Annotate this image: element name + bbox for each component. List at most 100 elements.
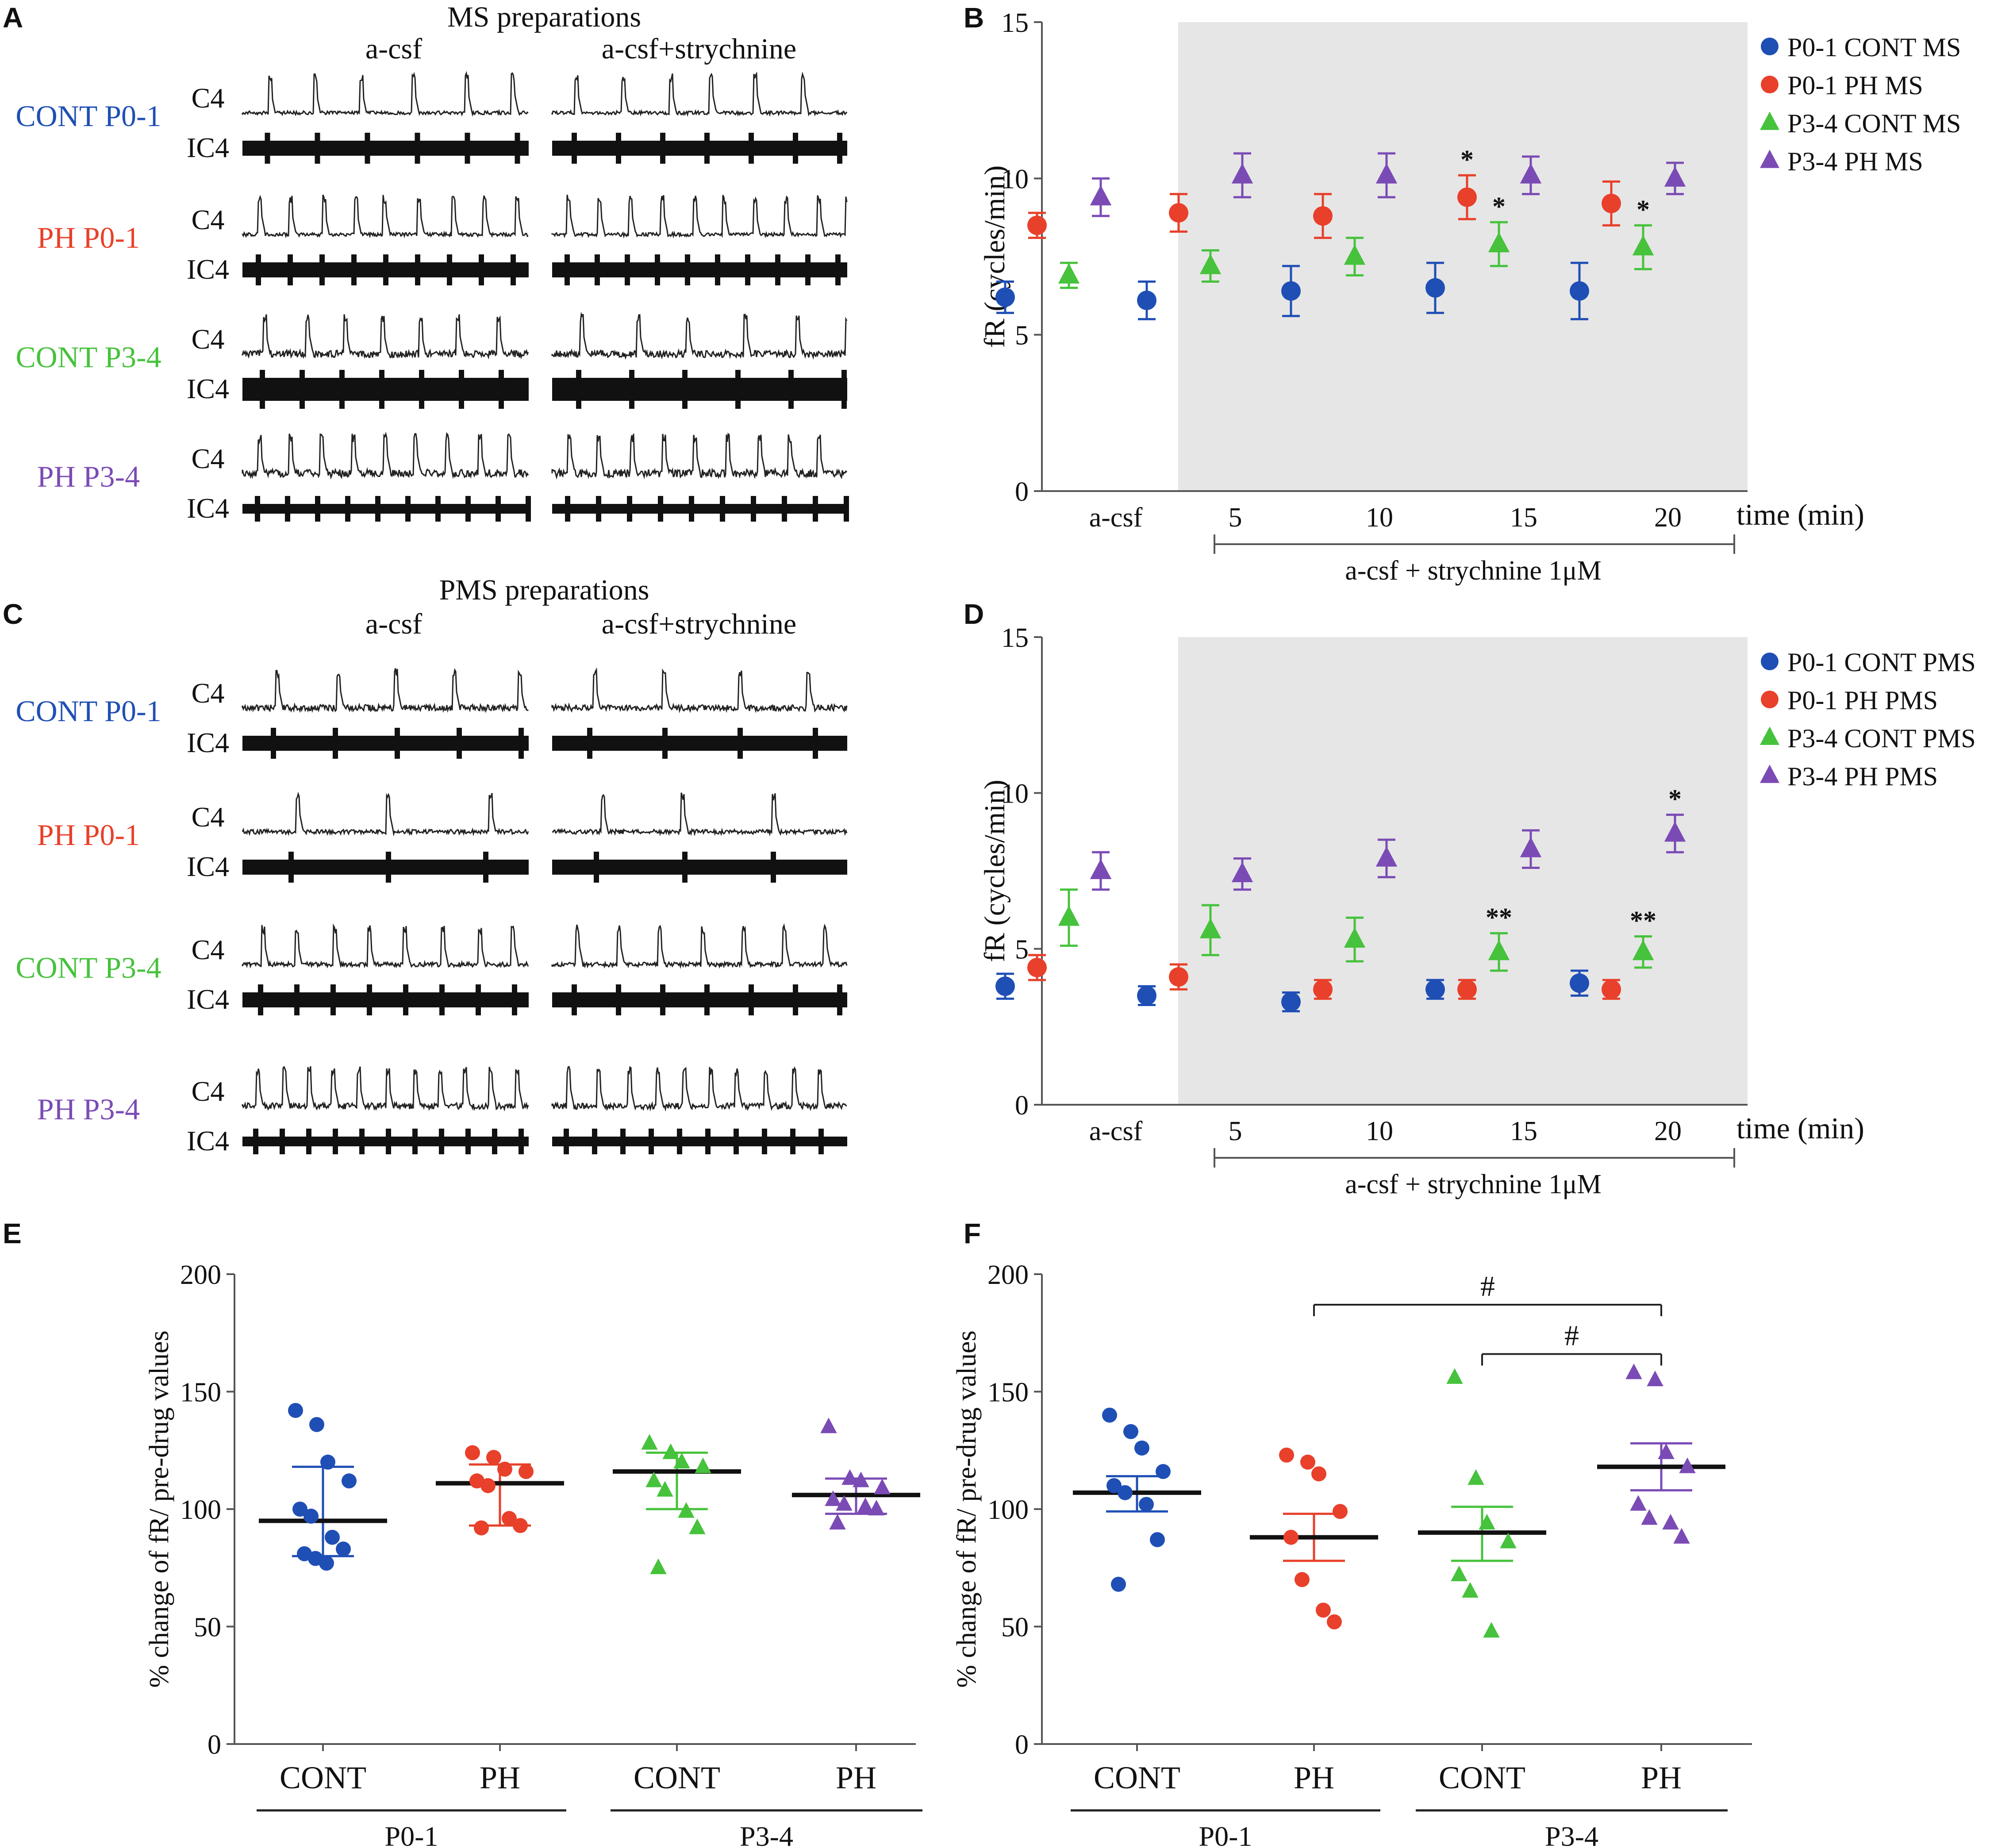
ic4-burst (412, 1129, 418, 1154)
data-point (1375, 846, 1398, 867)
data-point (502, 1511, 517, 1526)
trace-row-label: CONT P3-4 (15, 951, 161, 984)
ic4-burst (592, 1129, 597, 1154)
y-tick-label: 0 (207, 1730, 221, 1760)
significance-star: ** (1486, 903, 1512, 932)
data-point (1281, 992, 1301, 1012)
condition-right-label: a-csf+strychnine (602, 33, 796, 65)
ic4-burst (519, 1129, 524, 1154)
c4-trace (552, 792, 848, 837)
data-point (1199, 254, 1222, 274)
ic4-burst (587, 728, 592, 759)
ic4-burst (465, 496, 471, 522)
ic4-burst (749, 133, 754, 164)
data-point (319, 1556, 334, 1571)
ic4-burst (255, 496, 260, 522)
ic4-burst (704, 984, 710, 1015)
ic4-burst (813, 496, 818, 522)
data-point (519, 1464, 534, 1479)
trace-row-label: CONT P0-1 (15, 99, 161, 133)
c4-channel-label: C4 (192, 323, 225, 355)
y-tick-label: 5 (1015, 321, 1029, 351)
drug-label: a-csf + strychnine 1μM (1345, 556, 1602, 586)
ic4-burst (415, 254, 420, 285)
ic4-burst (515, 133, 520, 164)
c4-channel-label: C4 (192, 677, 225, 709)
data-point (1313, 206, 1333, 226)
data-point (1625, 1363, 1642, 1379)
ic4-burst (771, 852, 776, 883)
y-tick-label: 150 (180, 1378, 221, 1408)
ic4-burst (386, 852, 391, 883)
trace-row-label: PH P3-4 (37, 460, 140, 493)
category-label: CONT (280, 1760, 366, 1795)
data-point (1673, 1528, 1690, 1544)
ic4-burst (256, 254, 261, 285)
data-point (657, 1481, 673, 1497)
ic4-burst (655, 254, 660, 285)
data-point (1632, 940, 1654, 960)
data-point (1058, 905, 1080, 926)
data-point (1520, 163, 1542, 184)
c4-trace (242, 194, 529, 238)
data-point (825, 1490, 841, 1506)
ic4-burst (383, 254, 388, 285)
data-point (1137, 290, 1156, 310)
ic4-burst (280, 1129, 285, 1154)
ic4-burst (616, 984, 621, 1015)
ic4-burst (793, 984, 798, 1015)
c4-trace (242, 71, 529, 117)
data-point (1150, 1532, 1165, 1548)
ic4-burst (751, 496, 756, 522)
ic4-burst (447, 254, 452, 285)
data-point (1632, 235, 1654, 256)
x-tick-label: a-csf (1089, 503, 1143, 533)
ic4-trace (242, 1137, 529, 1146)
data-point (1123, 1424, 1138, 1439)
ic4-burst (294, 984, 300, 1015)
data-point (465, 1445, 480, 1460)
ic4-burst (662, 728, 668, 759)
ic4-burst (253, 1129, 258, 1154)
data-point (1231, 862, 1253, 883)
data-point (829, 1514, 846, 1530)
ic4-burst (345, 496, 350, 522)
ic4-burst (565, 254, 570, 285)
ic4-burst (788, 370, 794, 409)
trace-panel-pms: PMS preparations a-csf a-csf+strychnine … (15, 574, 848, 1156)
data-point (1375, 163, 1398, 184)
ic4-burst (375, 496, 380, 522)
ic4-trace (242, 504, 529, 514)
data-point (1281, 281, 1301, 301)
data-point (1602, 193, 1621, 213)
ic4-trace (242, 378, 529, 401)
data-point (342, 1473, 357, 1489)
ic4-burst (596, 496, 601, 522)
ic4-trace (552, 262, 847, 277)
data-point (1462, 1582, 1479, 1598)
ic4-trace (552, 504, 847, 514)
panel-letter-d: D (964, 598, 984, 630)
ic4-burst (483, 852, 488, 883)
ic4-burst (511, 254, 516, 285)
ic4-burst (658, 496, 663, 522)
data-point (1199, 918, 1222, 938)
data-point (1425, 980, 1445, 999)
ic4-burst (359, 1129, 365, 1154)
drug-label: a-csf + strychnine 1μM (1345, 1169, 1602, 1199)
y-tick-label: 0 (1015, 477, 1029, 507)
ic4-burst (762, 1129, 767, 1154)
ic4-trace (552, 378, 847, 401)
ic4-trace (552, 736, 847, 751)
age-group-label: P3-4 (1545, 1821, 1598, 1848)
data-point (1446, 1368, 1463, 1384)
ic4-burst (835, 254, 841, 285)
data-point (820, 1418, 837, 1433)
ic4-burst (627, 496, 632, 522)
data-point (292, 1502, 307, 1517)
x-tick-label: a-csf (1089, 1116, 1143, 1146)
ic4-channel-label: IC4 (187, 132, 229, 163)
ic4-burst (386, 1129, 391, 1154)
data-point (1327, 1614, 1342, 1629)
data-point (1570, 973, 1589, 993)
